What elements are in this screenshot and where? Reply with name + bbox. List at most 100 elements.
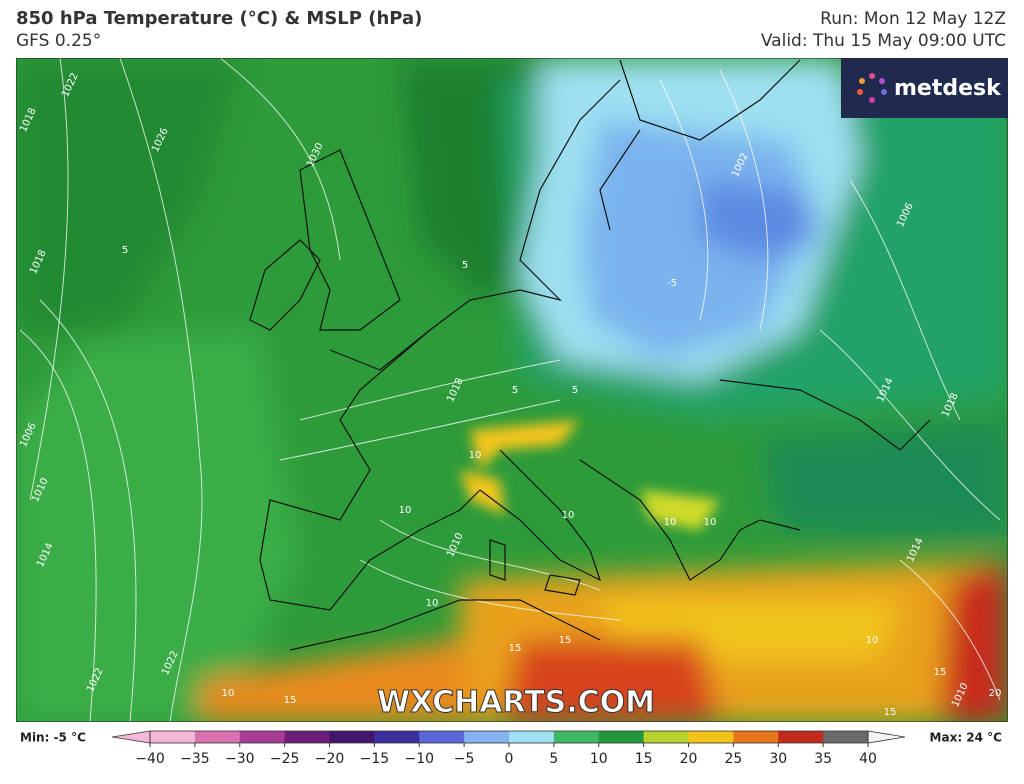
temperature-label: 10 — [222, 688, 235, 699]
temperature-label: 15 — [884, 707, 897, 718]
coastline — [259, 329, 481, 611]
colorbar-segment — [374, 731, 420, 743]
isobar — [119, 58, 203, 722]
isobar — [359, 559, 621, 621]
colorbar: −40 −35 −30 −25 −20 −15 −10 −5 0 5 10 15 20 25 30 35 40 — [111, 730, 906, 767]
isobar — [659, 79, 709, 321]
colorbar-segment — [553, 731, 600, 743]
title: 850 hPa Temperature (°C) & MSLP (hPa) — [16, 8, 422, 29]
temperature-label: 15 — [509, 643, 522, 654]
coastline — [289, 599, 601, 651]
logo-dot — [869, 97, 875, 103]
logo-icon — [857, 73, 887, 103]
colorbar-tick-label: −35 — [180, 751, 210, 767]
valid-time: Valid: Thu 15 May 09:00 UTC — [761, 31, 1006, 51]
colorbar-segment — [733, 731, 779, 743]
isobar — [849, 179, 961, 421]
colorbar-segment — [598, 731, 645, 743]
model: GFS 0.25° — [16, 31, 101, 51]
map: 1022101810261030101810061010101410221022… — [16, 58, 1008, 722]
run-time: Run: Mon 12 May 12Z — [820, 9, 1006, 29]
temperature-label: 20 — [989, 688, 1002, 699]
colorbar-tick-label: 35 — [814, 751, 832, 767]
colorbar-tick-label: −5 — [454, 751, 475, 767]
isobar — [899, 559, 1001, 701]
isobar — [379, 519, 601, 591]
colorbar-arrow-left — [111, 730, 151, 744]
colorbar-tick-label: −20 — [315, 751, 345, 767]
colorbar-segment — [284, 731, 330, 743]
isobar — [279, 399, 561, 461]
temperature-label: 5 — [462, 260, 468, 271]
temperature-label: 5 — [122, 245, 128, 256]
temperature-patch — [760, 420, 1008, 540]
max-label: Max: 24 °C — [930, 731, 1003, 745]
temperature-patch — [940, 560, 1008, 722]
colorbar-segment — [464, 731, 510, 743]
coastline — [489, 539, 506, 581]
colorbar-tick-label: 40 — [859, 751, 877, 767]
isobar — [39, 299, 137, 722]
isobar — [719, 69, 769, 331]
coastline — [619, 59, 801, 141]
coastline — [544, 574, 581, 596]
temperature-patch — [200, 640, 480, 722]
logo-dot — [859, 78, 865, 84]
temperature-patch — [700, 180, 820, 260]
min-label: Min: -5 °C — [20, 731, 86, 745]
logo-text: metdesk — [894, 76, 1002, 101]
colorbar-arrow-right — [867, 730, 906, 744]
colorbar-tick-label: −30 — [225, 751, 255, 767]
colorbar-segment — [329, 731, 375, 743]
temperature-label: 10 — [704, 517, 717, 528]
coastline — [579, 459, 801, 581]
coastline — [479, 449, 602, 582]
coastline — [299, 149, 401, 331]
temperature-label: 10 — [426, 598, 439, 609]
temperature-label: 10 — [562, 510, 575, 521]
colorbar-tick-label: −40 — [135, 751, 165, 767]
isobar — [29, 58, 69, 501]
colorbar-segment — [194, 731, 241, 743]
colorbar-segment — [150, 731, 196, 743]
temperature-label: 10 — [866, 635, 879, 646]
watermark: WXCHARTS.COM — [377, 685, 655, 720]
logo-dot — [879, 78, 885, 84]
colorbar-tick-label: 20 — [680, 751, 698, 767]
logo-dot — [881, 89, 887, 95]
colorbar-segment — [778, 731, 824, 743]
coastline — [599, 129, 641, 231]
colorbar-segment — [239, 731, 286, 743]
isobars — [19, 58, 1001, 722]
temperature-label: 5 — [512, 385, 518, 396]
colorbar-segment — [688, 731, 734, 743]
coastline — [719, 379, 931, 451]
temperature-label: 15 — [284, 695, 297, 706]
logo-box — [841, 58, 1008, 118]
temperature-label: 10 — [664, 517, 677, 528]
isobar — [819, 329, 1001, 521]
coastline — [249, 239, 321, 331]
colorbar-tick-label: −15 — [360, 751, 390, 767]
temperature-label: 10 — [399, 505, 412, 516]
coastlines — [249, 59, 931, 651]
colorbar-tick-label: 30 — [769, 751, 787, 767]
isobar — [219, 58, 341, 261]
colorbar-segment — [823, 731, 869, 743]
temperature-label: 5 — [572, 385, 578, 396]
temperature-patch — [500, 640, 720, 722]
colorbar-tick-label: −25 — [270, 751, 300, 767]
temperature-label: 10 — [469, 450, 482, 461]
colorbar-tick-label: 15 — [635, 751, 653, 767]
colorbar-tick-label: 0 — [505, 751, 514, 767]
coastline — [329, 79, 621, 371]
temperature-patch — [16, 330, 300, 722]
colorbar-tick-label: 5 — [549, 751, 558, 767]
warm-patch — [640, 490, 720, 530]
logo-dot — [857, 89, 863, 95]
colorbar-segment — [509, 731, 555, 743]
logo-dot — [869, 73, 875, 79]
temperature-label: 15 — [934, 667, 947, 678]
